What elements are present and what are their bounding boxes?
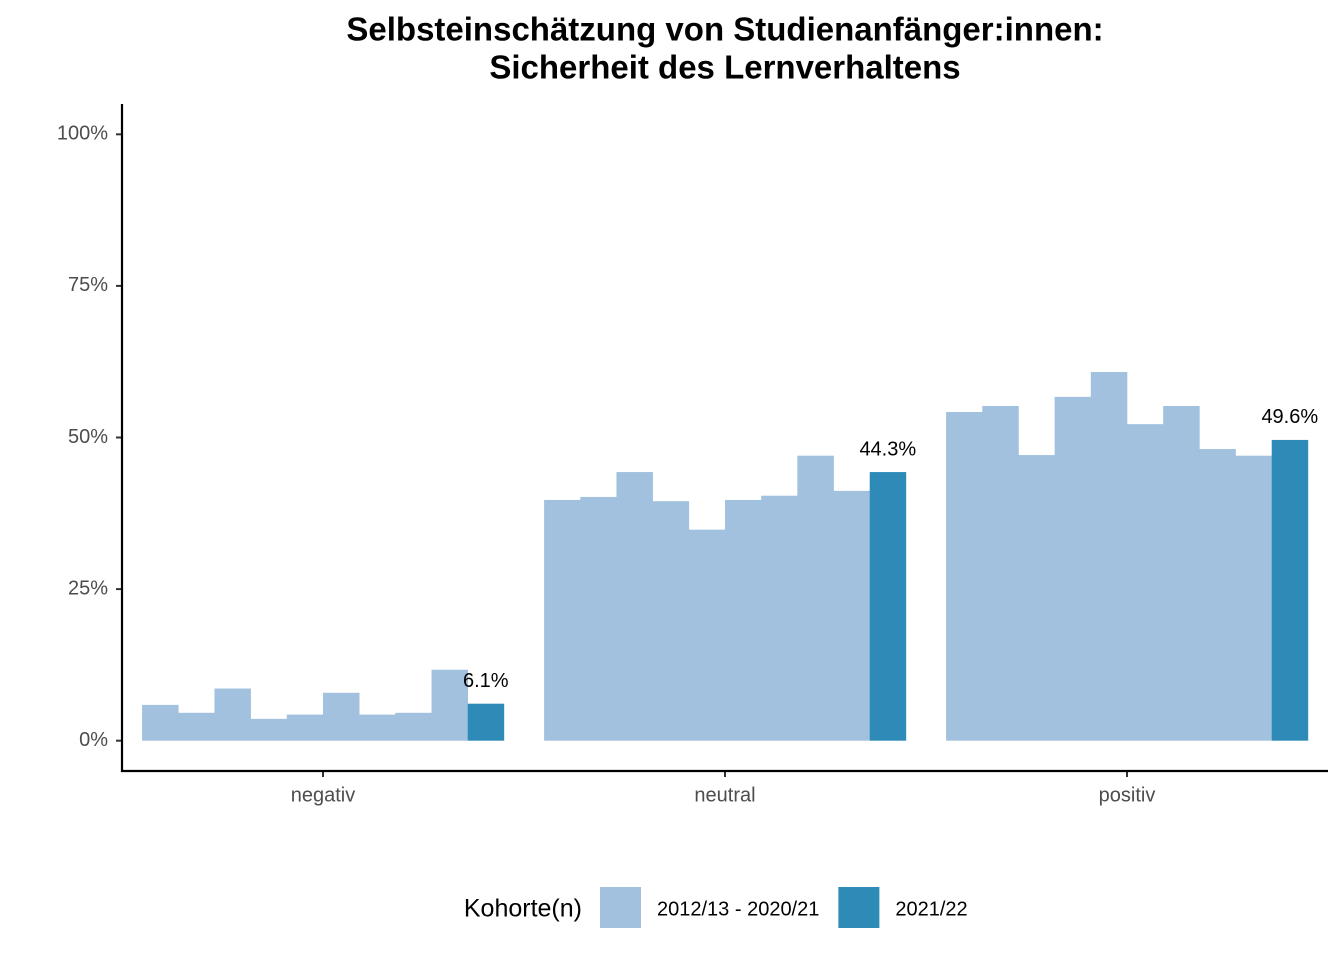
bar bbox=[286, 714, 324, 741]
bar bbox=[1054, 396, 1092, 741]
bar bbox=[1163, 405, 1200, 741]
bar bbox=[982, 405, 1019, 741]
legend-label: 2021/22 bbox=[895, 898, 967, 920]
y-tick-label: 100% bbox=[57, 123, 108, 145]
y-tick-label: 0% bbox=[79, 729, 108, 751]
x-tick-label: negativ bbox=[291, 784, 356, 806]
data-label: 44.3% bbox=[859, 438, 916, 460]
y-tick-label: 75% bbox=[68, 274, 108, 296]
bar bbox=[1199, 449, 1236, 741]
bar bbox=[250, 718, 288, 741]
bar bbox=[142, 704, 179, 741]
bar bbox=[761, 495, 798, 741]
chart-title: Sicherheit des Lernverhaltens bbox=[489, 49, 960, 86]
bar bbox=[1127, 424, 1164, 741]
legend-label: 2012/13 - 2020/21 bbox=[657, 898, 819, 920]
legend-swatch bbox=[600, 887, 641, 928]
bar bbox=[797, 455, 834, 741]
bar bbox=[869, 472, 907, 741]
legend-swatch bbox=[838, 887, 880, 928]
bar bbox=[178, 712, 215, 741]
bar bbox=[652, 501, 690, 741]
y-tick-label: 25% bbox=[68, 577, 108, 599]
bar bbox=[467, 703, 505, 741]
bar bbox=[359, 714, 396, 741]
x-tick-label: positiv bbox=[1099, 784, 1156, 806]
x-tick-label: neutral bbox=[694, 784, 755, 806]
bar bbox=[1271, 439, 1309, 741]
bar bbox=[214, 688, 251, 741]
y-tick-label: 50% bbox=[68, 426, 108, 448]
bar bbox=[580, 496, 617, 741]
legend-title: Kohorte(n) bbox=[464, 895, 582, 923]
chart-title: Selbsteinschätzung von Studienanfänger:i… bbox=[346, 11, 1103, 48]
bar bbox=[544, 499, 581, 741]
bar bbox=[725, 499, 762, 741]
bar bbox=[1235, 455, 1273, 741]
bar bbox=[616, 472, 653, 741]
bar bbox=[833, 490, 871, 741]
bar bbox=[1090, 372, 1128, 741]
bar bbox=[395, 712, 432, 741]
bar bbox=[946, 412, 983, 741]
bar bbox=[431, 669, 469, 741]
bar bbox=[1018, 455, 1055, 741]
bar bbox=[323, 692, 360, 741]
data-label: 6.1% bbox=[463, 670, 509, 692]
bar bbox=[688, 529, 726, 741]
data-label: 49.6% bbox=[1261, 406, 1318, 428]
